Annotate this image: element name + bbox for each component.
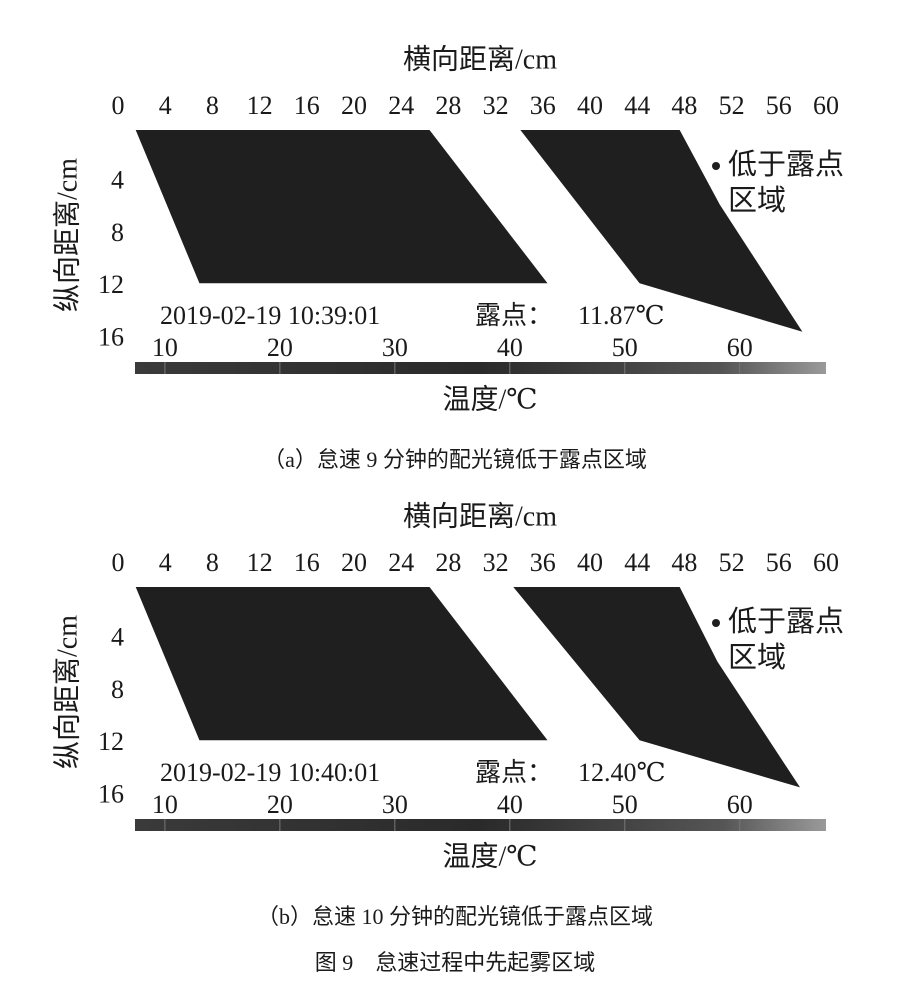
colorbar <box>135 362 826 374</box>
annotation-label: 露点： <box>475 758 553 787</box>
x-tick-label: 24 <box>388 548 414 577</box>
x-tick-label: 60 <box>813 91 839 120</box>
x-tick-label: 48 <box>671 548 697 577</box>
x-tick-label: 4 <box>159 548 172 577</box>
colorbar-tick-label: 50 <box>612 333 638 362</box>
x-tick-label: 36 <box>530 548 556 577</box>
y-tick-label: 8 <box>111 218 124 247</box>
colorbar-tick-label: 60 <box>727 333 753 362</box>
legend-marker <box>712 162 720 170</box>
y-tick-label: 12 <box>98 270 124 299</box>
x-tick-label: 56 <box>766 548 792 577</box>
colorbar-tick-label: 10 <box>152 333 178 362</box>
x-tick-label: 48 <box>671 91 697 120</box>
colorbar-tick-label: 30 <box>382 333 408 362</box>
colorbar <box>135 819 826 831</box>
x-tick-label: 52 <box>719 548 745 577</box>
colorbar-tick-label: 30 <box>382 790 408 819</box>
colorbar-tick-label: 20 <box>267 333 293 362</box>
colorbar-label: 温度/℃ <box>442 840 537 872</box>
legend-label: 低于露点区域 <box>728 604 845 674</box>
x-tick-label: 44 <box>624 548 650 577</box>
x-tick-label: 52 <box>719 91 745 120</box>
x-tick-label: 24 <box>388 91 414 120</box>
figure-caption: 图 9 怠速过程中先起雾区域 <box>315 950 596 975</box>
region <box>520 130 803 332</box>
x-tick-label: 16 <box>294 91 320 120</box>
x-tick-label: 4 <box>159 91 172 120</box>
x-tick-label: 20 <box>341 548 367 577</box>
x-tick-label: 40 <box>577 91 603 120</box>
colorbar-tick-label: 10 <box>152 790 178 819</box>
x-tick-label: 56 <box>766 91 792 120</box>
x-tick-label: 32 <box>483 548 509 577</box>
annotation-value: 12.40℃ <box>578 758 666 787</box>
colorbar-tick-label: 40 <box>497 790 523 819</box>
y-tick-label: 12 <box>98 727 124 756</box>
x-tick-label: 28 <box>435 91 461 120</box>
annotation-label: 露点： <box>475 301 553 330</box>
y-tick-label: 16 <box>98 780 124 809</box>
x-tick-label: 0 <box>112 91 125 120</box>
region <box>135 130 548 284</box>
x-tick-label: 28 <box>435 548 461 577</box>
x-tick-label: 8 <box>206 548 219 577</box>
x-tick-label: 16 <box>294 548 320 577</box>
y-tick-label: 4 <box>111 622 124 651</box>
x-tick-label: 12 <box>247 91 273 120</box>
x-tick-label: 32 <box>483 91 509 120</box>
x-tick-label: 36 <box>530 91 556 120</box>
caption: （a）怠速 9 分钟的配光镜低于露点区域 <box>263 447 647 472</box>
colorbar-tick-label: 60 <box>727 790 753 819</box>
annotation-time: 2019-02-19 10:40:01 <box>160 758 380 787</box>
y-tick-label: 4 <box>111 165 124 194</box>
region <box>135 587 548 741</box>
y-axis-title: 纵向距离/cm <box>51 158 83 312</box>
colorbar-tick-label: 20 <box>267 790 293 819</box>
annotation-value: 11.87℃ <box>578 301 665 330</box>
x-tick-label: 60 <box>813 548 839 577</box>
y-tick-label: 16 <box>98 323 124 352</box>
x-axis-title: 横向距离/cm <box>403 43 557 75</box>
x-tick-label: 40 <box>577 548 603 577</box>
y-axis-title: 纵向距离/cm <box>51 615 83 769</box>
y-tick-label: 8 <box>111 675 124 704</box>
x-axis-title: 横向距离/cm <box>403 500 557 532</box>
caption: （b）怠速 10 分钟的配光镜低于露点区域 <box>257 904 653 929</box>
colorbar-tick-label: 40 <box>497 333 523 362</box>
x-tick-label: 44 <box>624 91 650 120</box>
x-tick-label: 8 <box>206 91 219 120</box>
x-tick-label: 20 <box>341 91 367 120</box>
colorbar-tick-label: 50 <box>612 790 638 819</box>
legend-label: 低于露点区域 <box>728 147 845 217</box>
legend-marker <box>712 619 720 627</box>
x-tick-label: 12 <box>247 548 273 577</box>
colorbar-label: 温度/℃ <box>442 383 537 415</box>
annotation-time: 2019-02-19 10:39:01 <box>160 301 380 330</box>
region <box>513 587 801 788</box>
x-tick-label: 0 <box>112 548 125 577</box>
